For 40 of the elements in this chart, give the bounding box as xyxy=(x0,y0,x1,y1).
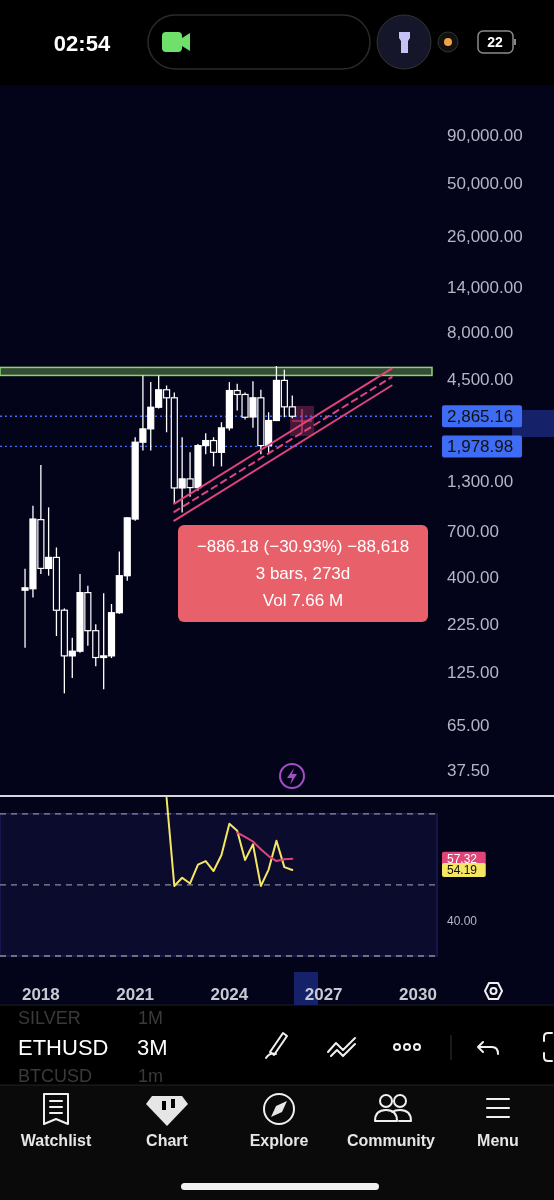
ref-line-label: 2,865.16 xyxy=(447,407,514,427)
text: BTCUSD xyxy=(18,1066,93,1086)
text: SILVER xyxy=(18,1008,81,1028)
annotation: −886.18 (−30.93%) −88,618 xyxy=(196,537,410,556)
y-tick-label: 1,300.00 xyxy=(447,471,514,491)
y-tick-label: 4,500.00 xyxy=(447,370,514,390)
x-tick-label: 2030 xyxy=(399,985,437,1004)
text: Menu xyxy=(477,1132,519,1149)
y-tick-label: 40.00 xyxy=(447,913,478,928)
y-tick-label: 37.50 xyxy=(447,761,490,781)
text: 1m xyxy=(138,1066,164,1086)
y-tick-label: 90,000.00 xyxy=(447,125,523,145)
y-tick-label: 65.00 xyxy=(447,716,490,736)
text: 22 xyxy=(487,34,503,50)
y-tick-label: 14,000.00 xyxy=(447,277,523,297)
text: Explore xyxy=(249,1132,309,1149)
y-tick-label: 8,000.00 xyxy=(447,323,514,343)
x-tick-label: 2018 xyxy=(21,985,60,1004)
x-tick-label: 2027 xyxy=(304,985,343,1004)
annotation: 3 bars, 273d xyxy=(255,564,351,583)
text: Chart xyxy=(146,1132,189,1149)
y-tick-label: 54.19 xyxy=(447,863,478,878)
y-tick-label: 26,000.00 xyxy=(447,227,523,247)
y-tick-label: 700.00 xyxy=(447,522,499,542)
y-tick-label: 400.00 xyxy=(447,567,499,587)
x-tick-label: 2024 xyxy=(210,985,249,1004)
text: 02:54 xyxy=(53,31,111,56)
y-tick-label: 125.00 xyxy=(447,662,499,682)
annotation: Vol 7.66 M xyxy=(262,591,344,610)
line-series xyxy=(165,796,294,887)
text: 3M xyxy=(137,1035,168,1060)
text: Watchlist xyxy=(20,1132,92,1149)
y-tick-label: 225.00 xyxy=(447,614,499,634)
x-tick-label: 2021 xyxy=(116,985,155,1004)
text: ETHUSD xyxy=(18,1035,109,1060)
y-tick-label: 50,000.00 xyxy=(447,173,523,193)
text: 1M xyxy=(138,1008,164,1028)
text: Community xyxy=(347,1132,436,1149)
ref-line-label: 1,978.98 xyxy=(447,437,514,457)
line-series xyxy=(236,831,294,863)
